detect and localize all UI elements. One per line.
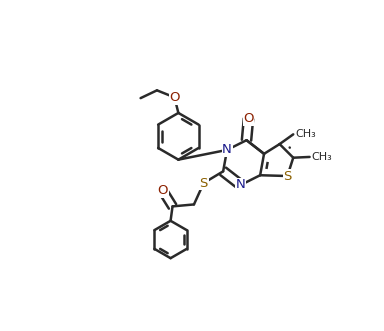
Text: N: N bbox=[222, 143, 232, 157]
Text: N: N bbox=[236, 178, 245, 191]
Text: CH₃: CH₃ bbox=[295, 129, 316, 139]
Text: S: S bbox=[200, 176, 208, 190]
Text: O: O bbox=[243, 112, 254, 125]
Text: O: O bbox=[157, 184, 168, 197]
Text: CH₃: CH₃ bbox=[311, 152, 332, 162]
Text: S: S bbox=[283, 169, 291, 182]
Text: O: O bbox=[169, 91, 180, 104]
